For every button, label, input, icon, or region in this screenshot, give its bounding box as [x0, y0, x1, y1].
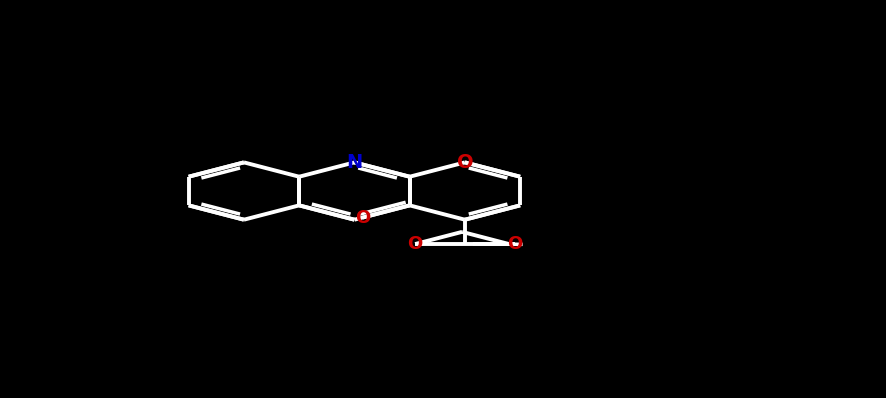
Text: O: O — [355, 209, 370, 226]
Text: O: O — [456, 153, 473, 172]
Text: N: N — [346, 153, 362, 172]
Text: O: O — [507, 235, 522, 253]
Text: O: O — [408, 235, 423, 253]
